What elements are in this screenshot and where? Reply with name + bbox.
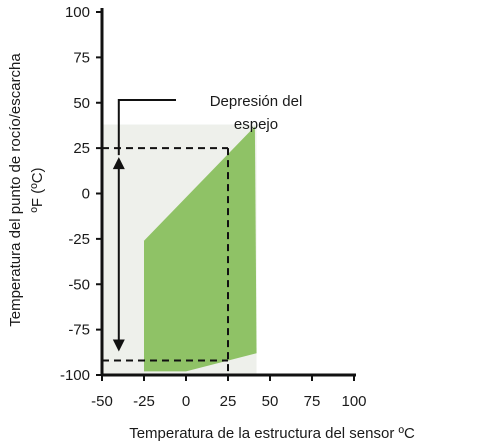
y-tick-label: -50 (68, 276, 90, 293)
y-tick-label: -75 (68, 322, 90, 339)
x-tick-label: -50 (91, 393, 113, 410)
y-tick-label: 25 (73, 140, 90, 157)
y-tick-label: -100 (60, 367, 90, 384)
x-tick-label: 25 (220, 393, 237, 410)
y-tick-label: 0 (82, 186, 90, 203)
depression-arrowhead-bottom (112, 339, 125, 352)
annotation-leader-line (117, 99, 176, 156)
annotation-line2: espejo (234, 116, 278, 133)
x-tick-label: 50 (262, 393, 279, 410)
x-tick-label: 75 (304, 393, 321, 410)
y-axis-title-line2: ºF (ºC) (29, 167, 46, 212)
x-axis-title: Temperatura de la estructura del sensor … (129, 425, 415, 442)
y-axis-title-line1: Temperatura del punto de rocío/escarcha (7, 53, 24, 327)
y-tick-label: -25 (68, 231, 90, 248)
y-tick-label: 100 (65, 4, 90, 21)
x-tick-label: 0 (182, 393, 190, 410)
depression-arrowhead-top (112, 157, 125, 170)
y-tick-label: 75 (73, 49, 90, 66)
y-tick-label: 50 (73, 95, 90, 112)
annotation-line1: Depresión del (210, 93, 303, 110)
x-tick-label: -25 (133, 393, 155, 410)
x-tick-label: 100 (341, 393, 366, 410)
